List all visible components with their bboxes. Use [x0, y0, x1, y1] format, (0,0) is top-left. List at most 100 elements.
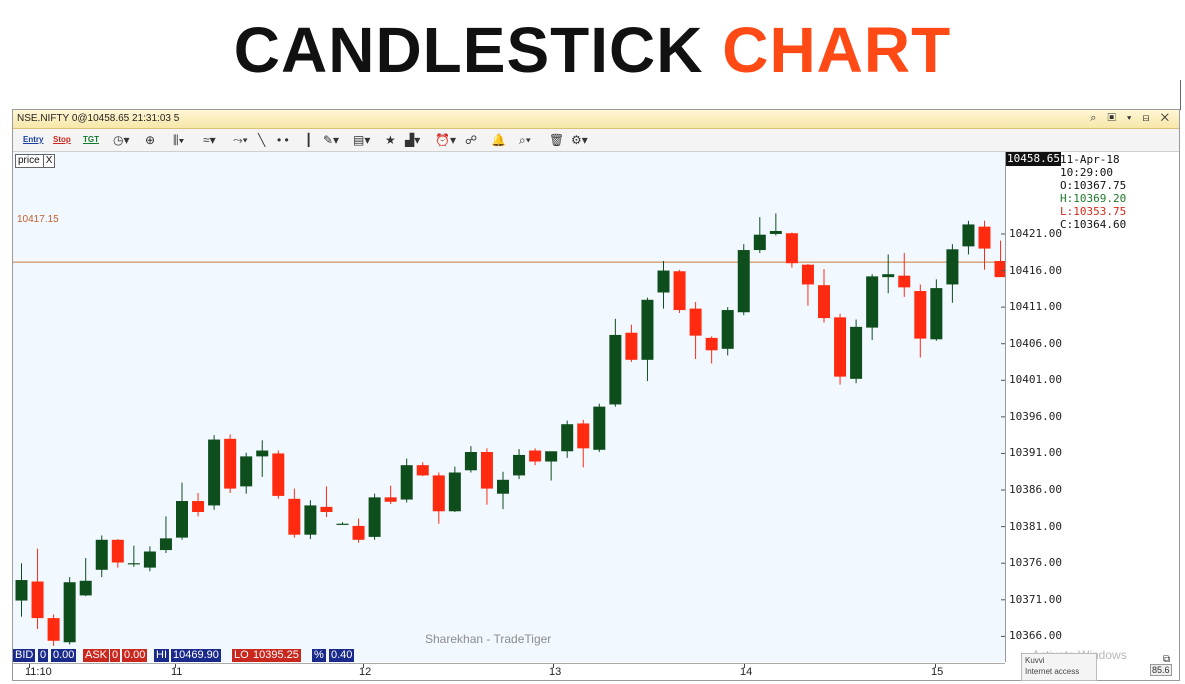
- candle: [432, 472, 445, 524]
- tgt-button[interactable]: TGT: [83, 135, 99, 144]
- candle: [320, 486, 333, 518]
- candle-body: [480, 452, 493, 489]
- candle: [159, 516, 172, 553]
- candle-body: [529, 450, 542, 462]
- current-price-tag: 10458.65: [1006, 152, 1061, 166]
- chart-window: NSE.NIFTY 0@10458.65 21:31:03 5 ⌕ ▣ ▾ ⊟ …: [12, 109, 1180, 681]
- notification-text: Internet access: [1025, 667, 1080, 676]
- candle: [593, 403, 606, 452]
- indicator-icon[interactable]: ≈▾: [203, 133, 216, 147]
- crosshair-icon[interactable]: ⊕: [145, 133, 156, 147]
- y-axis-panel: [1005, 152, 1179, 662]
- candle-body: [304, 505, 317, 535]
- vertical-line-icon[interactable]: ┃: [305, 133, 313, 147]
- dots-icon[interactable]: • •: [277, 133, 289, 147]
- candle-body: [352, 525, 365, 540]
- candle: [288, 488, 301, 538]
- x-tick-mark: [744, 664, 745, 668]
- candle: [753, 217, 766, 253]
- candle: [127, 545, 140, 567]
- star-icon[interactable]: ★: [385, 133, 396, 147]
- plot-area[interactable]: [13, 152, 1005, 662]
- candle-body: [641, 299, 654, 360]
- candle: [641, 297, 654, 382]
- chart-type-icon[interactable]: ▟▾: [405, 133, 421, 147]
- candle: [609, 318, 622, 407]
- candle: [240, 452, 253, 494]
- candle-body: [159, 538, 172, 551]
- ask-qty: 0: [110, 649, 121, 662]
- candle: [497, 471, 509, 510]
- candle: [721, 307, 734, 356]
- settings-icon[interactable]: ⚙▾: [571, 133, 588, 147]
- line-icon[interactable]: ╲: [258, 133, 266, 147]
- template-icon[interactable]: ▤▾: [353, 133, 371, 147]
- candle-body: [79, 580, 92, 596]
- ohlc-close: C:10364.60: [1060, 218, 1127, 231]
- candle-body: [834, 317, 847, 377]
- candle: [577, 419, 590, 468]
- window-titlebar[interactable]: NSE.NIFTY 0@10458.65 21:31:03 5 ⌕ ▣ ▾ ⊟ …: [13, 110, 1179, 129]
- candle-body: [192, 501, 205, 512]
- page-headline: CANDLESTICK CHART: [0, 10, 1185, 90]
- resize-grip-icon[interactable]: ⧉: [1163, 654, 1171, 665]
- y-tick-label: 10401.00: [1009, 373, 1062, 387]
- zoom-icon[interactable]: ⌕▾: [519, 133, 531, 147]
- window-controls[interactable]: ⌕ ▣ ▾ ⊟ ✕: [1090, 112, 1173, 124]
- reference-line-label: 10417.15: [17, 214, 59, 225]
- window-title: NSE.NIFTY 0@10458.65 21:31:03 5: [17, 113, 180, 124]
- candle-body: [497, 479, 509, 494]
- trend-icon[interactable]: ⤳▾: [233, 133, 248, 147]
- candle-body: [721, 310, 734, 349]
- price-toggle-close-button[interactable]: X: [42, 155, 52, 167]
- candle: [384, 485, 397, 504]
- stop-button[interactable]: Stop: [53, 135, 71, 144]
- ohlc-date: 11-Apr-18: [1060, 153, 1120, 166]
- candle: [801, 263, 814, 306]
- scanner-icon[interactable]: ☍: [465, 133, 478, 147]
- bell-icon[interactable]: 🔔: [491, 133, 506, 147]
- candle: [352, 518, 365, 543]
- candle-body: [240, 456, 253, 487]
- candle: [673, 269, 686, 313]
- candle: [464, 446, 477, 473]
- network-notification[interactable]: Kuvvi Internet access: [1021, 653, 1097, 681]
- y-tick-label: 10406.00: [1009, 336, 1062, 350]
- candle-body: [272, 453, 285, 496]
- candle-body: [545, 451, 558, 462]
- candle-body: [561, 424, 574, 452]
- candle: [143, 546, 156, 572]
- candle-body: [689, 308, 702, 336]
- entry-button[interactable]: Entry: [23, 135, 44, 144]
- candle-body: [336, 523, 349, 525]
- delete-icon[interactable]: 🗑: [549, 133, 565, 147]
- broker-watermark: Sharekhan - TradeTiger: [425, 632, 552, 646]
- candle: [914, 284, 927, 358]
- candle: [705, 336, 718, 364]
- draw-icon[interactable]: ✎▾: [323, 133, 340, 147]
- notification-title: Kuvvi: [1025, 656, 1045, 665]
- candle-body: [673, 271, 686, 311]
- candle: [946, 244, 959, 303]
- price-toggle[interactable]: price X: [15, 154, 56, 168]
- x-tick-mark: [29, 664, 30, 668]
- clock-icon[interactable]: ◷▾: [113, 133, 130, 147]
- candle: [978, 220, 991, 270]
- candle-body: [384, 497, 397, 502]
- candle-type-icon[interactable]: ⫼▾: [173, 133, 185, 147]
- candle-body: [850, 326, 863, 379]
- candle-body: [47, 618, 60, 641]
- corner-value: 85.6: [1150, 664, 1172, 676]
- candle: [834, 313, 847, 385]
- candle-body: [288, 498, 301, 535]
- candle: [256, 440, 269, 477]
- candle: [689, 302, 702, 360]
- alarm-icon[interactable]: ⏰▾: [435, 133, 456, 147]
- ohlc-time: 10:29:00: [1060, 166, 1113, 179]
- candle-body: [705, 337, 718, 351]
- y-tick-label: 10396.00: [1009, 409, 1062, 423]
- low-value: 10395.25: [251, 649, 301, 662]
- x-tick-label: 14: [740, 666, 753, 678]
- candle: [625, 324, 638, 362]
- candlestick-chart[interactable]: [13, 152, 1005, 662]
